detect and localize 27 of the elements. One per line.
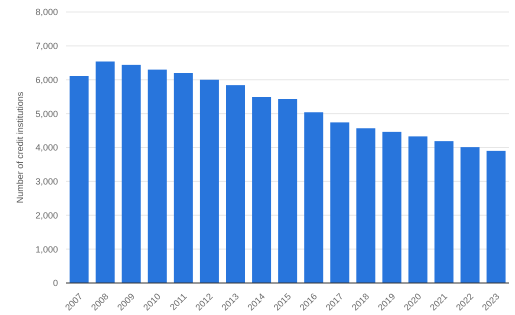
bar <box>200 80 219 283</box>
y-tick-label: 0 <box>52 278 58 288</box>
y-tick-label: 7,000 <box>35 41 58 52</box>
bar <box>486 150 506 283</box>
y-tick-label: 1,000 <box>35 244 58 254</box>
y-tick-label: 3,000 <box>35 176 58 187</box>
bar <box>70 76 89 283</box>
bar <box>226 85 245 283</box>
bar <box>356 128 376 283</box>
bar <box>434 141 454 283</box>
y-tick-label: 5,000 <box>35 108 58 119</box>
y-tick-label: 2,000 <box>35 210 58 220</box>
bar <box>122 64 141 283</box>
y-axis-title: Number of credit institutions <box>15 91 26 204</box>
bar <box>252 97 272 283</box>
bar <box>408 136 428 283</box>
bar <box>148 70 167 283</box>
bar <box>96 61 115 283</box>
y-tick-label: 4,000 <box>35 142 58 153</box>
bar <box>278 99 298 283</box>
y-tick-label: 8,000 <box>35 7 58 18</box>
y-tick-label: 6,000 <box>35 74 58 85</box>
bar <box>174 72 193 283</box>
bar <box>330 122 350 283</box>
bar <box>382 132 402 283</box>
bar <box>304 112 324 283</box>
bar <box>460 147 480 283</box>
